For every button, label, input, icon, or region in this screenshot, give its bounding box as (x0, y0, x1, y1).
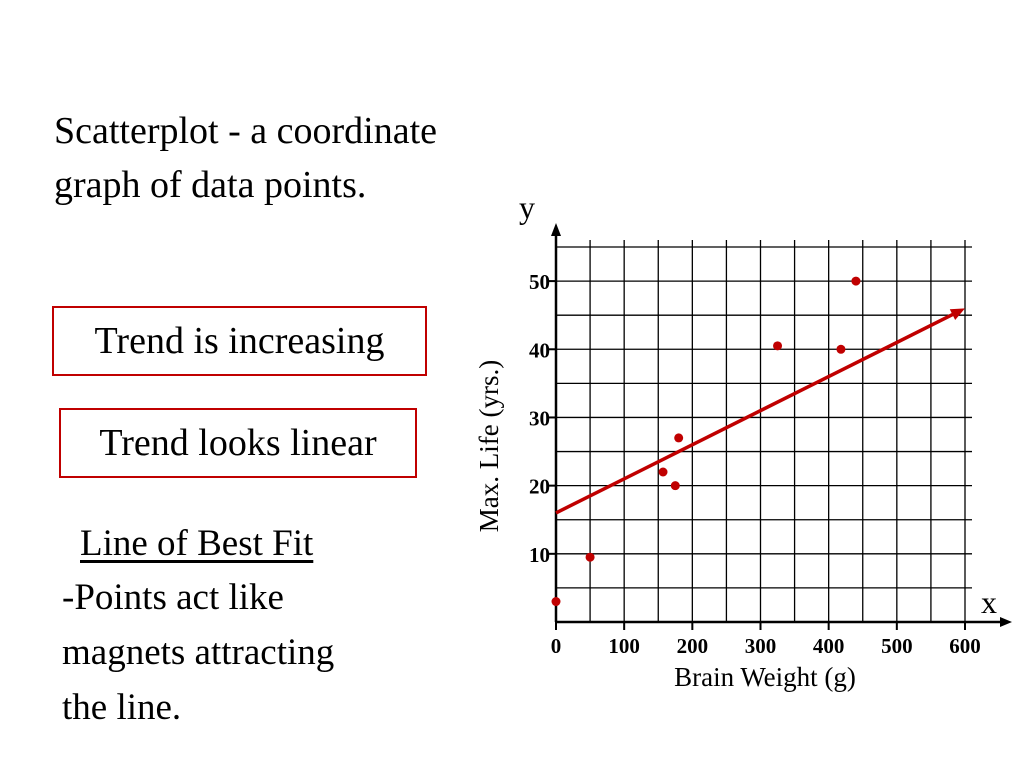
chart-ticks (548, 280, 966, 630)
x-axis-title: Brain Weight (g) (674, 662, 856, 692)
y-axis-arrow-icon (551, 223, 561, 236)
y-tick-label: 20 (529, 475, 550, 499)
best-fit-line-2: magnets attracting (62, 632, 335, 673)
best-fit-line-3: the line. (62, 687, 182, 728)
best-fit-line-1: -Points act like (62, 577, 284, 618)
y-tick-label: 40 (529, 338, 550, 362)
x-tick-label: 200 (677, 634, 709, 658)
best-fit-title: Line of Best Fit (80, 523, 314, 564)
data-point (670, 481, 680, 491)
trend-linear-box: Trend looks linear (59, 408, 417, 478)
x-tick-label: 100 (608, 634, 640, 658)
x-tick-label: 0 (551, 634, 562, 658)
data-point (851, 276, 861, 286)
data-point (551, 597, 561, 607)
definition-line-2: graph of data points. (54, 164, 367, 206)
definition-line-1: Scatterplot - a coordinate (54, 110, 438, 152)
trend-linear-text: Trend looks linear (99, 422, 377, 464)
data-point (773, 341, 783, 351)
trend-increasing-box: Trend is increasing (52, 306, 427, 376)
data-point (658, 467, 668, 477)
trend-increasing-text: Trend is increasing (94, 320, 385, 362)
y-tick-label: 10 (529, 543, 550, 567)
x-axis-arrow-icon (1000, 617, 1012, 627)
data-point (836, 344, 846, 354)
x-axis-letter: x (981, 584, 997, 620)
x-tick-label: 500 (881, 634, 913, 658)
x-tick-label: 600 (949, 634, 981, 658)
y-axis-letter: y (519, 189, 535, 225)
best-fit-line (555, 310, 959, 515)
chart-grid (556, 240, 972, 622)
best-fit-description: -Points act like magnets attracting the … (62, 570, 422, 735)
chart-tick-labels: 0 100 200 300 400 500 600 10 20 30 40 50 (529, 270, 981, 658)
chart-axes (551, 223, 1012, 627)
x-tick-label: 300 (745, 634, 777, 658)
y-axis-title: Max. Life (yrs.) (474, 360, 504, 532)
scatterplot-definition: Scatterplot - a coordinate graph of data… (54, 104, 524, 212)
data-point (674, 433, 684, 443)
x-tick-label: 400 (813, 634, 845, 658)
data-point (585, 552, 595, 562)
y-tick-label: 30 (529, 406, 550, 430)
chart-points (551, 276, 861, 607)
best-fit-arrow-icon (949, 308, 965, 320)
y-tick-label: 50 (529, 270, 550, 294)
